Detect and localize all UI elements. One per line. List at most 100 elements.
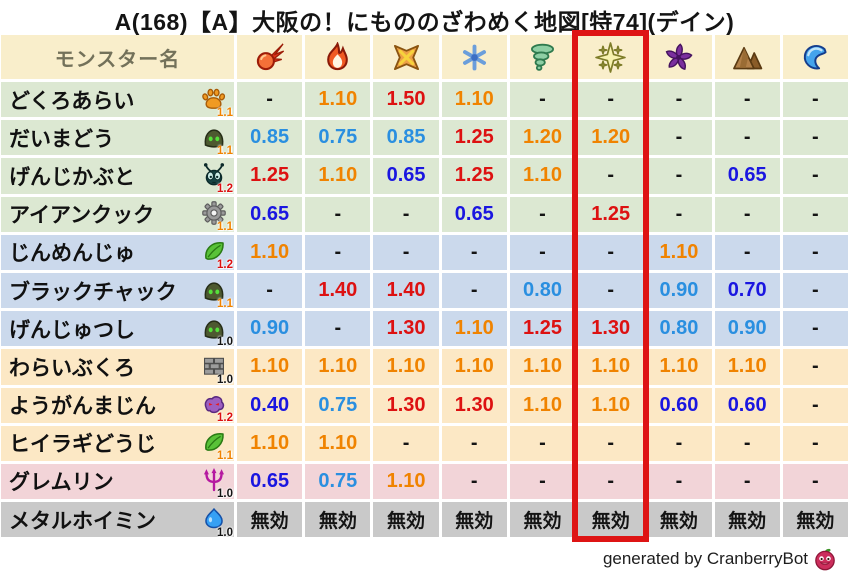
multiplier-cell: 1.20: [509, 120, 576, 156]
multiplier-cell: -: [373, 196, 439, 232]
immune-cell: 無効: [714, 502, 780, 538]
multiplier-cell: 0.90: [714, 311, 780, 347]
multiplier-cell: -: [782, 463, 848, 500]
multiplier-cell: -: [578, 234, 644, 270]
pinwheel-icon: [666, 42, 693, 70]
brick-icon: [204, 357, 224, 375]
monster-modifier: 1.2: [217, 412, 233, 425]
multiplier-cell: 0.90: [646, 272, 712, 309]
column-header-snowflake: [441, 35, 507, 79]
immune-cell: 無効: [373, 502, 439, 538]
multiplier-cell: -: [509, 425, 576, 461]
slime-icon: [205, 507, 223, 528]
monster-name-cell: ヒイラギどうじ 1.1: [1, 425, 234, 462]
multiplier-cell: -: [782, 425, 848, 461]
multiplier-cell: -: [782, 272, 848, 309]
monster-name-cell: アイアンクック 1.1: [1, 196, 234, 233]
monster-name-cell: げんじゅつし 1.0: [1, 311, 234, 348]
multiplier-cell: -: [646, 82, 712, 118]
multiplier-cell: -: [714, 196, 780, 232]
monster-name: どくろあらい: [9, 89, 135, 113]
multiplier-cell: -: [237, 272, 303, 309]
monster-name: ヒイラギどうじ: [9, 433, 156, 457]
multiplier-cell: 1.10: [305, 82, 371, 118]
multiplier-cell: -: [782, 311, 848, 347]
monster-family-icon-wrap: 1.1: [201, 124, 233, 157]
immune-cell: 無効: [578, 502, 644, 538]
multiplier-cell: -: [578, 425, 644, 461]
multiplier-cell: -: [578, 272, 644, 309]
multiplier-cell: 0.70: [714, 272, 780, 309]
multiplier-cell: 1.10: [441, 311, 507, 347]
multiplier-cell: -: [237, 82, 303, 118]
leaf-icon: [205, 433, 224, 452]
monster-modifier: 1.2: [217, 182, 233, 195]
multiplier-cell: 0.80: [509, 272, 576, 309]
multiplier-cell: 0.75: [305, 120, 371, 156]
monster-family-icon-wrap: 1.0: [201, 353, 233, 386]
multiplier-cell: -: [373, 234, 439, 270]
multiplier-cell: -: [509, 234, 576, 270]
immune-cell: 無効: [441, 502, 507, 538]
multiplier-cell: 1.10: [441, 349, 507, 385]
monster-name: だいまどう: [9, 127, 114, 151]
multiplier-cell: -: [782, 234, 848, 270]
monster-family-icon-wrap: 1.1: [201, 429, 233, 462]
monster-modifier: 1.1: [217, 106, 233, 119]
footer: generated by CranberryBot: [603, 547, 837, 571]
leaf-icon: [205, 242, 224, 261]
monster-name: メタルホイミン: [9, 509, 156, 533]
multiplier-cell: 0.80: [646, 311, 712, 347]
multiplier-cell: -: [305, 234, 371, 270]
monster-name-cell: げんじかぶと 1.2: [1, 158, 234, 195]
multiplier-cell: -: [646, 158, 712, 194]
tornado-icon: [530, 43, 554, 71]
multiplier-cell: 1.10: [509, 158, 576, 194]
monster-modifier: 1.0: [217, 373, 233, 386]
multiplier-cell: 1.10: [646, 349, 712, 385]
monster-name: わらいぶくろ: [9, 356, 135, 380]
monster-modifier: 1.0: [217, 526, 233, 539]
multiplier-cell: -: [646, 196, 712, 232]
monster-name: ブラックチャック: [9, 280, 177, 304]
monster-name: アイアンクック: [9, 204, 155, 228]
monster-family-icon-wrap: 1.2: [201, 238, 233, 271]
snowflake-icon: [462, 44, 486, 70]
multiplier-cell: 1.10: [237, 349, 303, 385]
multiplier-cell: 1.10: [578, 349, 644, 385]
multiplier-cell: 0.60: [646, 387, 712, 423]
multiplier-cell: -: [441, 234, 507, 270]
multiplier-cell: -: [509, 82, 576, 118]
monster-name: グレムリン: [9, 471, 114, 495]
multiplier-cell: 1.25: [237, 158, 303, 194]
monster-name-cell: メタルホイミン 1.0: [1, 502, 234, 539]
mountain-icon: [732, 46, 762, 69]
wave-icon: [803, 44, 827, 69]
multiplier-cell: -: [509, 196, 576, 232]
multiplier-cell: 0.75: [305, 463, 371, 500]
multiplier-cell: -: [646, 425, 712, 461]
monster-table: モンスター名 どくろあらい 1.1-1.10 1.50 1.10- - - - - だいまどう 1.…: [1, 35, 848, 539]
hood-icon: [204, 281, 224, 301]
column-header-tornado: [509, 35, 576, 79]
multiplier-cell: -: [782, 82, 848, 118]
multiplier-cell: -: [441, 272, 507, 309]
multiplier-cell: 0.65: [373, 158, 439, 194]
multiplier-cell: 1.10: [237, 234, 303, 270]
multiplier-cell: 1.10: [646, 234, 712, 270]
column-header-fireball: [237, 35, 303, 79]
footer-credit: generated by CranberryBot: [602, 549, 808, 568]
multiplier-cell: -: [509, 463, 576, 500]
monster-family-icon-wrap: 1.0: [201, 467, 233, 500]
multiplier-cell: 1.10: [237, 425, 303, 461]
multiplier-cell: -: [782, 349, 848, 385]
multiplier-cell: -: [782, 196, 848, 232]
monster-modifier: 1.2: [217, 259, 233, 272]
multiplier-cell: 0.65: [441, 196, 507, 232]
immune-cell: 無効: [305, 502, 371, 538]
cranberry-icon: [815, 548, 835, 571]
multiplier-cell: -: [714, 82, 780, 118]
trident-icon: [203, 468, 225, 492]
multiplier-cell: 1.30: [441, 387, 507, 423]
multiplier-cell: -: [441, 425, 507, 461]
